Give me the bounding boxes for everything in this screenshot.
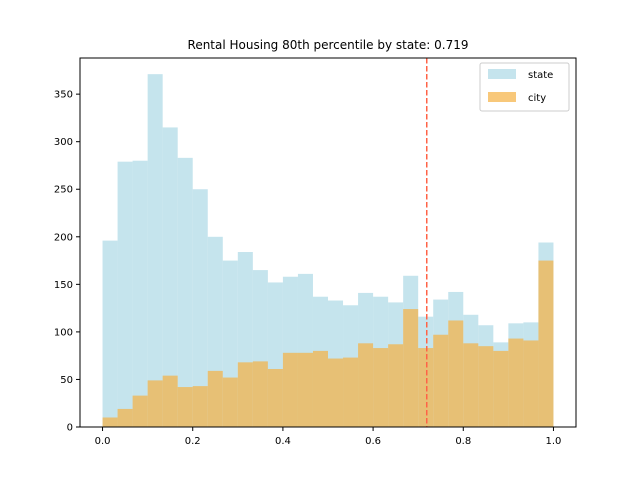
x-tick-label: 0.6 <box>365 436 381 447</box>
city-bar <box>493 350 509 427</box>
city-bar <box>237 362 253 427</box>
city-bar <box>177 387 193 427</box>
city-bar <box>463 343 479 427</box>
state-bar <box>102 240 118 427</box>
city-bar <box>267 368 283 427</box>
city-bar <box>403 309 419 427</box>
city-bar <box>523 340 539 427</box>
state-bar <box>192 189 208 427</box>
city-bar <box>388 344 404 427</box>
state-bar <box>147 74 163 427</box>
legend-swatch-state <box>488 69 516 79</box>
x-tick-label: 1.0 <box>546 436 562 447</box>
legend: state city <box>479 62 570 112</box>
chart-title: Rental Housing 80th percentile by state:… <box>188 38 469 52</box>
y-tick-label: 150 <box>54 280 73 291</box>
city-bar <box>162 375 178 427</box>
city-bars <box>102 260 554 427</box>
city-bar <box>478 346 494 427</box>
y-tick-label: 0 <box>67 423 73 434</box>
city-bar <box>132 395 148 427</box>
city-bar <box>117 408 133 427</box>
y-axis: 0 50 100 150 200 250 300 350 <box>54 90 80 434</box>
city-bar <box>358 343 374 427</box>
city-bar <box>373 348 389 427</box>
city-bar <box>312 350 328 427</box>
city-bar <box>147 380 163 427</box>
x-tick-label: 0.4 <box>275 436 291 447</box>
y-tick-label: 250 <box>54 185 73 196</box>
x-axis: 0.0 0.2 0.4 0.6 0.8 1.0 <box>95 427 562 447</box>
city-bar <box>418 348 434 427</box>
city-bar <box>433 334 449 427</box>
city-bar <box>282 352 298 427</box>
state-bar <box>132 160 148 427</box>
city-bar <box>448 320 464 427</box>
y-tick-label: 300 <box>54 137 73 148</box>
city-bar <box>343 357 359 427</box>
legend-label-city: city <box>528 93 546 104</box>
city-bar <box>207 370 223 427</box>
y-tick-label: 50 <box>60 375 73 386</box>
city-bar <box>102 417 118 427</box>
y-tick-label: 100 <box>54 327 73 338</box>
y-tick-label: 200 <box>54 232 73 243</box>
x-tick-label: 0.0 <box>95 436 111 447</box>
x-tick-label: 0.2 <box>185 436 201 447</box>
city-bar <box>192 386 208 427</box>
state-bar <box>177 157 193 427</box>
x-tick-label: 0.8 <box>455 436 471 447</box>
city-bar <box>508 338 524 427</box>
city-bar <box>297 352 313 427</box>
city-bar <box>252 361 268 427</box>
city-bar <box>328 358 344 427</box>
axes-frame <box>79 57 577 428</box>
city-bar <box>222 377 238 427</box>
city-bar <box>538 260 554 427</box>
y-tick-label: 350 <box>54 90 73 101</box>
legend-label-state: state <box>528 70 553 81</box>
state-bar <box>117 161 133 428</box>
legend-swatch-city <box>488 92 516 102</box>
state-bar <box>162 127 178 427</box>
